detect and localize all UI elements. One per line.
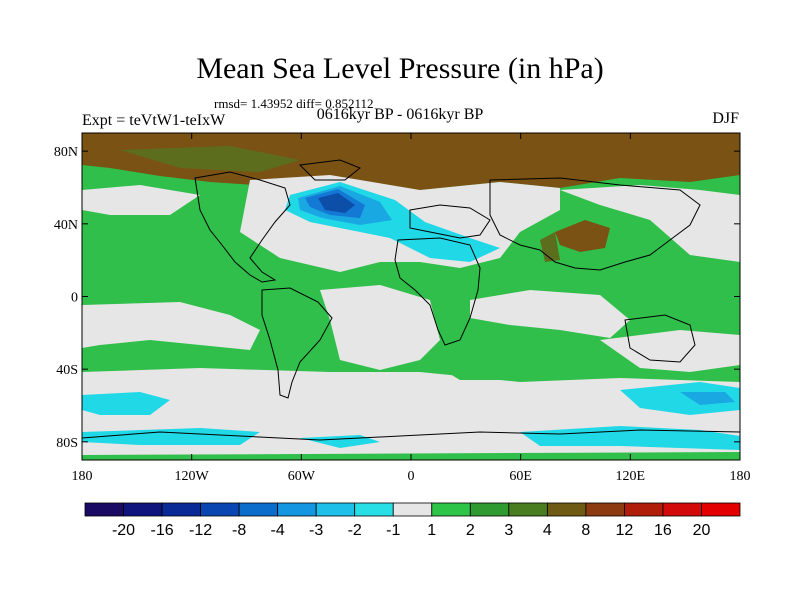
colorbar-swatch (701, 502, 741, 517)
colorbar-label: 3 (504, 522, 513, 539)
colorbar-swatch (546, 502, 587, 517)
period-label: 0616kyr BP - 0616kyr BP (316, 106, 484, 123)
colorbar-swatch (84, 502, 124, 517)
south-indian-positive (440, 362, 560, 380)
colorbar-label: 8 (581, 522, 590, 539)
colorbar-swatch (508, 502, 548, 517)
colorbar-swatch (624, 502, 664, 517)
experiment-label: Expt = teVtW1-teIxW (82, 112, 226, 129)
indian-ocean-neutral (470, 290, 630, 338)
atlantic-low-core (318, 193, 355, 213)
x-axis: 180 120W 60W 0 60E 120E 180 (72, 133, 751, 484)
north-america-coast (194, 171, 291, 283)
x-tick-label: 60W (288, 469, 316, 484)
colorbar-label: 20 (693, 522, 711, 539)
y-tick-label: 0 (71, 291, 78, 306)
africa-coast (394, 237, 481, 346)
x-tick-label: 180 (730, 469, 751, 484)
colorbar-label: 4 (543, 522, 552, 539)
colorbar-label: 12 (616, 522, 634, 539)
asia-coast (489, 177, 701, 271)
y-axis: 80N 40N 0 40S 80S (54, 145, 740, 451)
colorbar: -20 -16 -12 -8 -4 -3 -2 -1 1 2 3 4 8 12 16 20 (84, 502, 741, 539)
x-tick-label: 60E (509, 469, 532, 484)
colorbar-swatch (469, 502, 510, 517)
colorbar-swatch (431, 502, 471, 517)
coastlines (82, 159, 740, 441)
asia-high-region (555, 220, 610, 252)
x-tick-label: 120E (616, 469, 646, 484)
southern-low-2 (620, 382, 740, 415)
south-america-coast (261, 287, 333, 399)
colorbar-label: -8 (232, 522, 246, 539)
stats-text: rmsd= 1.43952 diff= 0.852112 (214, 96, 374, 111)
chart-title: Mean Sea Level Pressure (in hPa) (196, 52, 604, 85)
x-tick-label: 120W (175, 469, 210, 484)
south-atlantic-neutral (320, 285, 440, 370)
southern-low-2-core (680, 392, 735, 405)
colorbar-swatch (585, 502, 625, 517)
olive-patch (120, 146, 300, 172)
colorbar-label: -4 (271, 522, 285, 539)
y-tick-label: 40N (54, 218, 78, 233)
east-pacific-neutral (82, 302, 260, 350)
europe-coast (409, 204, 491, 239)
colorbar-label: -16 (150, 522, 173, 539)
x-tick-label: 180 (72, 469, 93, 484)
map-field (82, 133, 740, 460)
greenland-coast (298, 159, 361, 181)
season-label: DJF (712, 110, 739, 127)
colorbar-label: -1 (386, 522, 400, 539)
antarctic-low-2 (520, 426, 740, 450)
colorbar-swatch (354, 502, 394, 517)
colorbar-swatch (392, 502, 433, 517)
australia-neutral (600, 330, 740, 372)
colorbar-label: -3 (309, 522, 323, 539)
colorbar-label: -12 (189, 522, 212, 539)
colorbar-swatch (277, 502, 317, 517)
colorbar-label: -2 (348, 522, 362, 539)
colorbar-label: 2 (466, 522, 475, 539)
colorbar-swatch (662, 502, 702, 517)
colorbar-label: 1 (427, 522, 436, 539)
antarctic-low-1 (82, 428, 260, 445)
colorbar-swatch (161, 502, 201, 517)
colorbar-swatch (123, 502, 163, 517)
colorbar-swatch (200, 502, 240, 517)
y-tick-label: 80N (54, 145, 78, 160)
colorbar-label: 16 (654, 522, 672, 539)
pacific-north-neutral (560, 185, 740, 262)
y-tick-label: 40S (56, 363, 78, 378)
australia-coast (624, 314, 696, 363)
antarctica-coast (82, 429, 740, 441)
colorbar-label: -20 (112, 522, 135, 539)
southern-low-1 (82, 392, 170, 415)
colorbar-swatch (315, 502, 356, 517)
y-tick-label: 80S (56, 436, 78, 451)
x-tick-label: 0 (408, 469, 415, 484)
north-pacific-neutral (82, 185, 200, 215)
colorbar-swatch (238, 502, 279, 517)
